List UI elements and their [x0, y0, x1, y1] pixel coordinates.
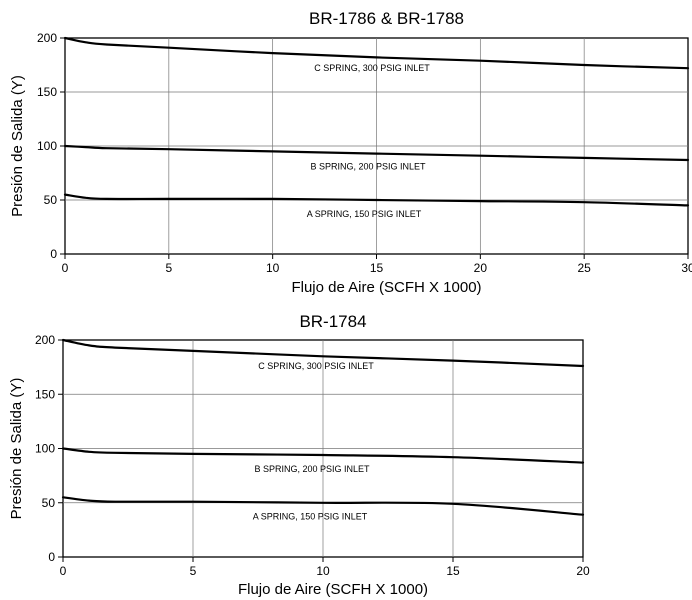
y-tick-label: 100 — [37, 139, 57, 153]
x-tick-label: 25 — [577, 261, 591, 275]
x-axis-label: Flujo de Aire (SCFH X 1000) — [291, 279, 481, 296]
y-tick-label: 50 — [44, 193, 58, 207]
series-annotation-2: B SPRING, 200 PSIG INLET — [310, 161, 426, 171]
x-tick-label: 15 — [446, 564, 460, 578]
series-line-3 — [63, 193, 690, 207]
x-tick-label: 0 — [62, 261, 69, 275]
x-tick-label: 30 — [681, 261, 692, 275]
series-line-1 — [61, 338, 585, 368]
series-line-2 — [63, 144, 690, 162]
x-tick-label: 15 — [370, 261, 384, 275]
y-axis-label: Presión de Salida (Y) — [8, 378, 25, 520]
y-tick-label: 150 — [35, 387, 55, 401]
series-annotation-1: C SPRING, 300 PSIG INLET — [314, 63, 430, 73]
y-axis-label: Presión de Salida (Y) — [9, 75, 26, 217]
y-tick-label: 0 — [50, 247, 57, 261]
x-tick-label: 20 — [474, 261, 488, 275]
y-tick-label: 50 — [42, 496, 56, 510]
y-tick-label: 100 — [35, 442, 55, 456]
y-tick-label: 150 — [37, 85, 57, 99]
y-tick-label: 0 — [48, 550, 55, 564]
chart-title: BR-1786 & BR-1788 — [309, 9, 464, 28]
series-annotation-3: A SPRING, 150 PSIG INLET — [307, 209, 422, 219]
x-tick-label: 5 — [165, 261, 172, 275]
series-line-1 — [63, 36, 690, 70]
x-tick-label: 10 — [266, 261, 280, 275]
chart-title: BR-1784 — [299, 312, 366, 331]
y-tick-label: 200 — [37, 31, 57, 45]
series-annotation-3: A SPRING, 150 PSIG INLET — [253, 512, 368, 522]
series-line-2 — [61, 447, 585, 464]
y-tick-label: 200 — [35, 333, 55, 347]
series-annotation-1: C SPRING, 300 PSIG INLET — [258, 361, 374, 371]
x-tick-label: 20 — [576, 564, 590, 578]
x-tick-label: 10 — [316, 564, 330, 578]
series-line-3 — [61, 496, 585, 516]
x-tick-label: 0 — [60, 564, 67, 578]
chart-1: BR-1786 & BR-1788 0 5 10 15 20 25 30 0 50 100 150 20… — [9, 9, 692, 296]
x-axis-label: Flujo de Aire (SCFH X 1000) — [238, 581, 428, 598]
series-annotation-2: B SPRING, 200 PSIG INLET — [254, 464, 370, 474]
x-tick-label: 5 — [190, 564, 197, 578]
